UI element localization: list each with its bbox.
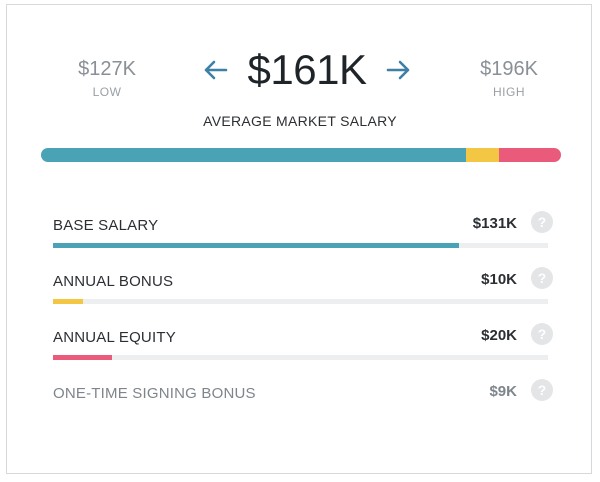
previous-arrow-icon[interactable] (202, 59, 228, 81)
average-salary-label: AVERAGE MARKET SALARY (203, 113, 397, 129)
comp-track (53, 243, 548, 248)
help-icon[interactable]: ? (531, 267, 553, 289)
comp-value: $10K (481, 271, 517, 288)
comp-fill (53, 299, 83, 304)
comp-fill (53, 355, 113, 360)
comp-row-annual-equity: ANNUAL EQUITY $20K ? (53, 317, 553, 367)
help-icon[interactable]: ? (531, 323, 553, 345)
low-value: $127K (78, 58, 136, 80)
comp-name: ONE-TIME SIGNING BONUS (53, 385, 256, 402)
comp-value: $9K (489, 383, 517, 400)
salary-card: $127K LOW $161K $196K HIGH AVERAGE MARKE… (6, 4, 592, 474)
comp-name: ANNUAL EQUITY (53, 329, 176, 346)
high-label: HIGH (493, 85, 525, 99)
comp-name: ANNUAL BONUS (53, 273, 174, 290)
comp-row-signing-bonus: ONE-TIME SIGNING BONUS $9K ? (53, 373, 553, 423)
high-range: $196K HIGH (449, 57, 569, 99)
compensation-stack-bar (41, 148, 561, 162)
comp-name: BASE SALARY (53, 217, 159, 234)
comp-value: $131K (472, 215, 517, 232)
average-display: $161K (202, 45, 412, 95)
low-range: $127K LOW (47, 57, 167, 99)
stack-segment-base (41, 148, 467, 162)
help-icon[interactable]: ? (531, 379, 553, 401)
comp-track (53, 355, 548, 360)
comp-value: $20K (481, 327, 517, 344)
stack-segment-equity (498, 148, 561, 162)
comp-track (53, 299, 548, 304)
average-salary-value: $161K (247, 46, 367, 93)
help-icon[interactable]: ? (531, 211, 553, 233)
next-arrow-icon[interactable] (386, 59, 412, 81)
stack-segment-bonus (466, 148, 499, 162)
comp-fill (53, 243, 459, 248)
low-label: LOW (92, 85, 122, 99)
high-value: $196K (480, 58, 538, 80)
comp-row-base-salary: BASE SALARY $131K ? (53, 205, 553, 255)
comp-row-annual-bonus: ANNUAL BONUS $10K ? (53, 261, 553, 311)
